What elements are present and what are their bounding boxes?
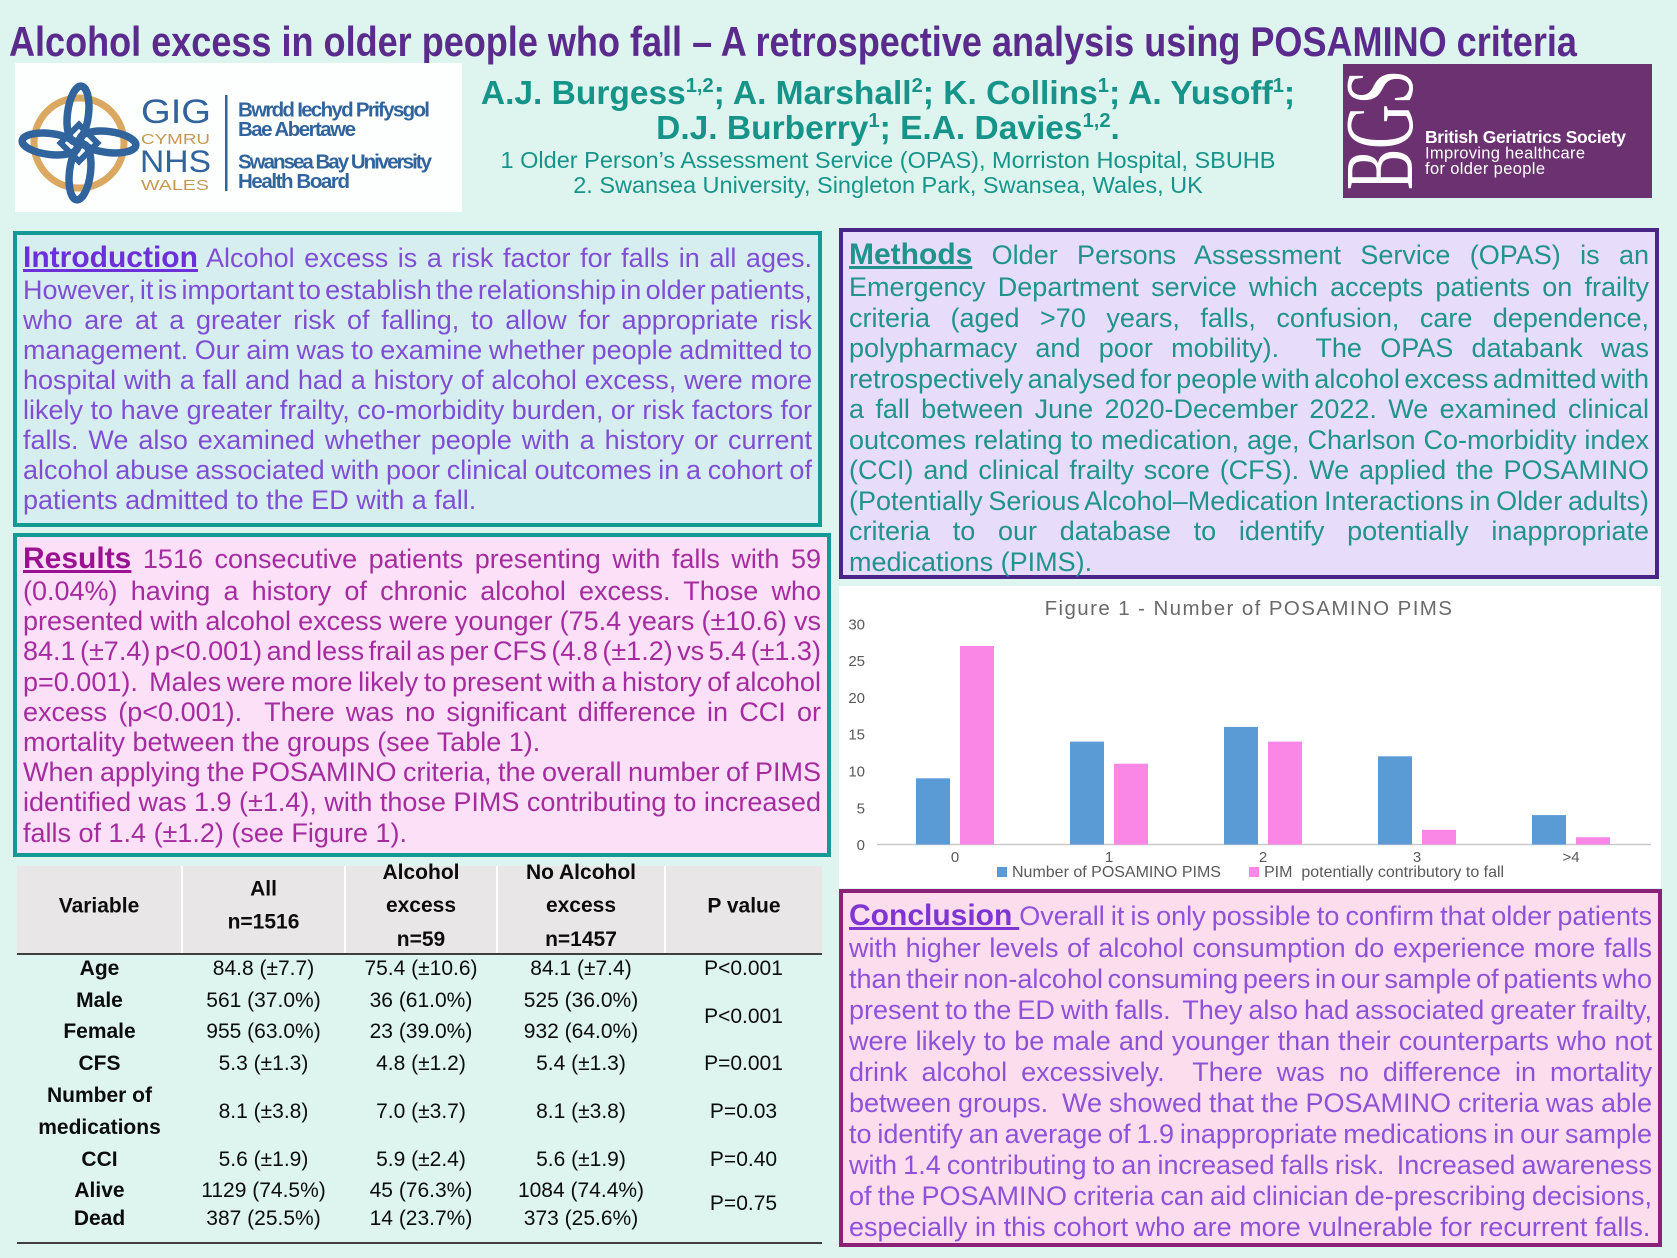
svg-text:NHS: NHS	[140, 143, 211, 179]
svg-text:3: 3	[1413, 849, 1421, 866]
svg-text:0: 0	[951, 849, 959, 866]
svg-text:Number of POSAMINO PIMS: Number of POSAMINO PIMS	[1012, 864, 1221, 881]
svg-text:Swansea Bay University: Swansea Bay University	[238, 150, 433, 173]
svg-text:25: 25	[848, 653, 865, 670]
svg-text:2: 2	[1259, 849, 1267, 866]
svg-text:20: 20	[848, 690, 865, 707]
svg-text:10: 10	[848, 764, 865, 781]
svg-text:CYMRU: CYMRU	[141, 131, 210, 148]
svg-text:PIM potentially contributory: PIM potentially contributory to fall	[1264, 864, 1504, 881]
svg-text:Improving healthcare: Improving healthcare	[1425, 145, 1585, 163]
svg-text:for older people: for older people	[1425, 160, 1545, 178]
svg-text:Bae Abertawe: Bae Abertawe	[238, 118, 356, 141]
svg-text:>4: >4	[1562, 849, 1579, 866]
svg-text:Figure 1 - Number of POSAMINO: Figure 1 - Number of POSAMINO PIMS	[1045, 597, 1454, 620]
svg-text:WALES: WALES	[141, 177, 209, 194]
svg-text:Bwrdd Iechyd Prifysgol: Bwrdd Iechyd Prifysgol	[238, 99, 430, 122]
svg-text:GIG: GIG	[141, 93, 211, 131]
svg-text:15: 15	[848, 727, 865, 744]
svg-text:1: 1	[1105, 849, 1113, 866]
svg-text:5: 5	[857, 801, 865, 818]
svg-text:30: 30	[848, 617, 865, 634]
svg-text:Health Board: Health Board	[238, 170, 350, 193]
svg-text:BGS: BGS	[1343, 70, 1433, 190]
svg-text:British Geriatrics Society: British Geriatrics Society	[1425, 127, 1626, 147]
svg-text:0: 0	[857, 837, 865, 854]
